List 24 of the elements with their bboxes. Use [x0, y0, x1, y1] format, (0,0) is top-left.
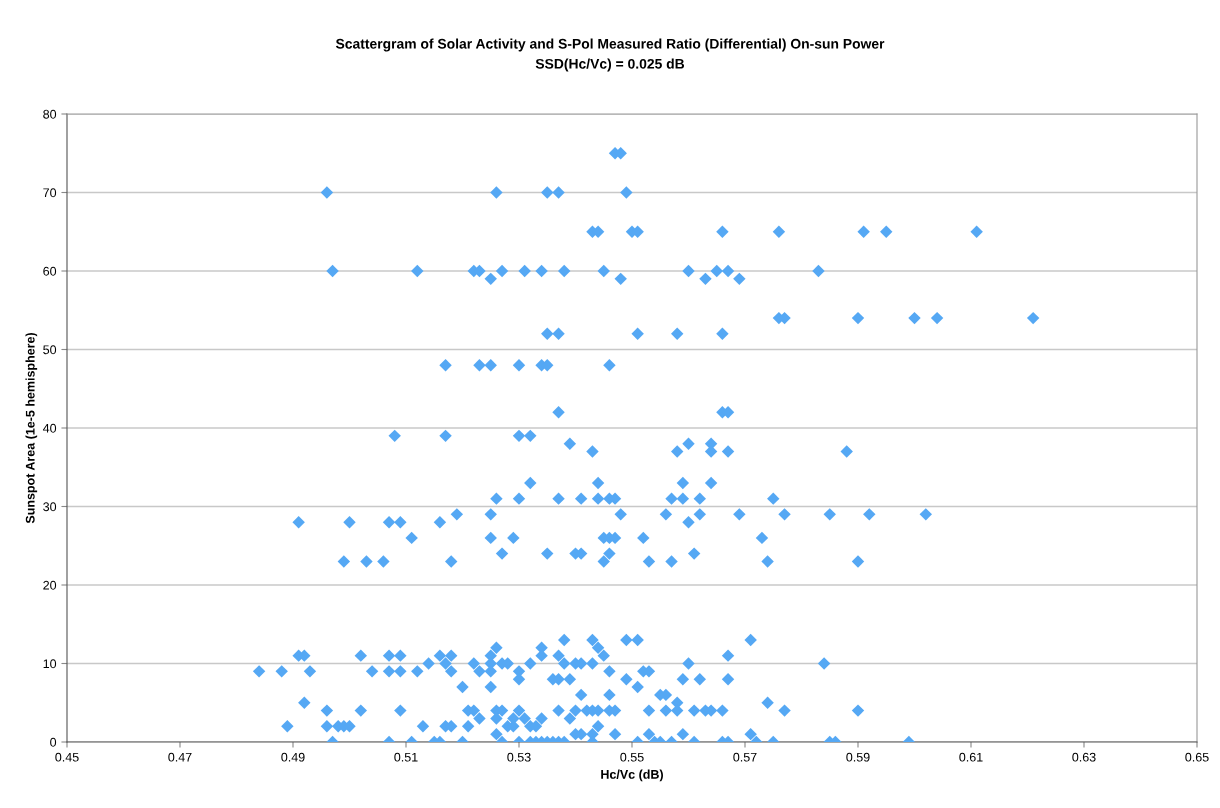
y-tick-label: 60 [43, 266, 57, 276]
x-tick-label: 0.61 [959, 752, 983, 762]
y-tick-label: 80 [43, 109, 57, 119]
y-tick-label: 0 [50, 737, 57, 747]
x-tick-label: 0.51 [394, 752, 418, 762]
x-tick-label: 0.49 [281, 752, 305, 762]
y-axis-title: Sunspot Area (1e-5 hemisphere) [25, 332, 38, 524]
x-tick-label: 0.55 [620, 752, 644, 762]
x-tick-label: 0.47 [168, 752, 192, 762]
y-tick-label: 50 [43, 345, 57, 355]
x-tick-label: 0.57 [733, 752, 757, 762]
x-tick-label: 0.63 [1072, 752, 1096, 762]
y-tick-label: 10 [43, 659, 57, 669]
x-tick-label: 0.53 [507, 752, 531, 762]
x-tick-label: 0.45 [55, 752, 79, 762]
x-tick-label: 0.59 [846, 752, 870, 762]
x-tick-label: 0.65 [1185, 752, 1209, 762]
y-tick-label: 40 [42, 423, 57, 433]
y-tick-label: 20 [43, 580, 57, 590]
chart-title: Scattergram of Solar Activity and S-Pol Measured Ratio (Differential) On-sun Power [335, 38, 885, 52]
chart-subtitle: SSD(Hc/Vc) = 0.025 dB [535, 58, 685, 72]
y-tick-label: 30 [43, 502, 57, 512]
y-tick-label: 70 [43, 188, 57, 198]
x-axis-title: Hc/Vc (dB) [601, 769, 663, 782]
